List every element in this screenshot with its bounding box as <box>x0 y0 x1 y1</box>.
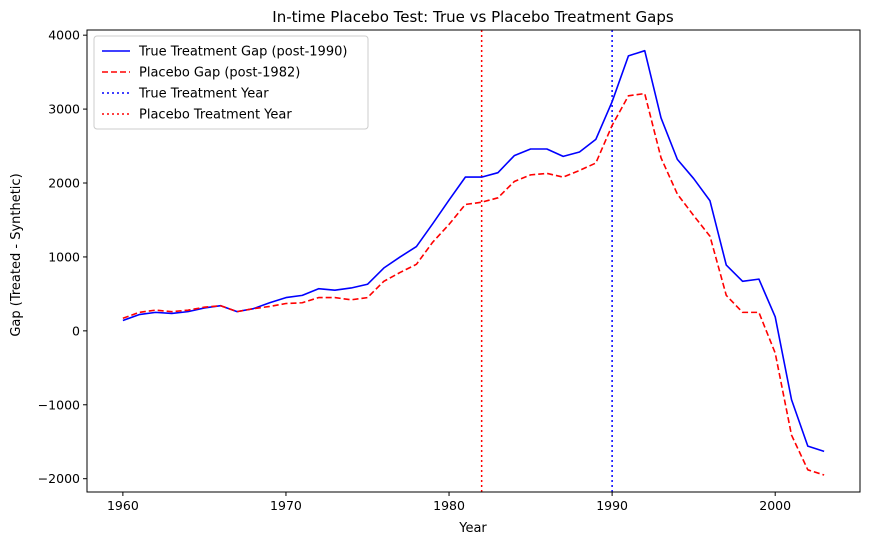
chart-title: In-time Placebo Test: True vs Placebo Tr… <box>272 8 674 26</box>
x-tick-label-1: 1970 <box>270 498 302 513</box>
plot-area <box>122 30 825 492</box>
x-tick-label-2: 1980 <box>433 498 465 513</box>
x-tick-label-3: 1990 <box>596 498 628 513</box>
legend-box <box>93 35 369 130</box>
series-line-1 <box>122 92 825 476</box>
y-tick-label-6: 4000 <box>48 28 80 43</box>
x-tick-label-0: 1960 <box>107 498 139 513</box>
x-tick-label-4: 2000 <box>759 498 791 513</box>
x-axis-label: Year <box>458 521 487 536</box>
axes-frame <box>86 29 861 493</box>
legend-label-2: True Treatment Year <box>138 87 269 102</box>
legend: True Treatment Gap (post-1990) Placebo Ga… <box>93 35 369 130</box>
legend-label-1: Placebo Gap (post-1982) <box>139 66 300 81</box>
y-tick-label-1: −1000 <box>38 397 80 412</box>
y-tick-label-2: 0 <box>72 323 80 338</box>
legend-label-3: Placebo Treatment Year <box>139 108 292 123</box>
y-axis-label: Gap (Treated - Synthetic) <box>9 173 24 336</box>
y-tick-label-3: 1000 <box>48 249 80 264</box>
axes: 1960 1970 1980 1990 2000 −2000 −1000 0 1000 2000 3… <box>38 28 861 513</box>
legend-label-0: True Treatment Gap (post-1990) <box>138 45 347 60</box>
y-tick-label-5: 3000 <box>48 102 80 117</box>
y-tick-label-4: 2000 <box>48 176 80 191</box>
y-tick-label-0: −2000 <box>38 471 80 486</box>
